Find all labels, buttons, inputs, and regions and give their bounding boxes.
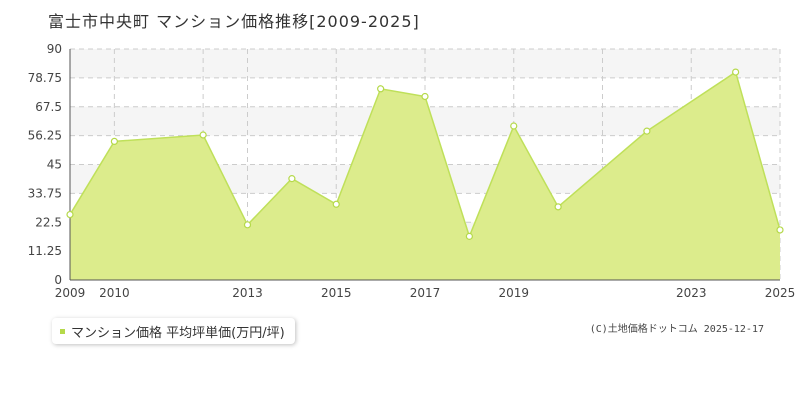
chart-title: 富士市中央町 マンション価格推移[2009-2025]: [48, 12, 420, 31]
y-tick-label: 45: [47, 158, 62, 172]
x-tick-label: 2019: [498, 286, 529, 300]
data-point: [643, 127, 651, 135]
y-tick-label: 56.25: [28, 129, 62, 143]
data-point: [510, 122, 518, 130]
x-tick-label: 2009: [55, 286, 86, 300]
x-tick-label: 2015: [321, 286, 352, 300]
y-tick-label: 0: [54, 273, 62, 287]
data-point: [421, 92, 429, 101]
x-tick-label: 2023: [676, 286, 707, 300]
x-tick-label: 2017: [410, 286, 441, 300]
series-area: [70, 72, 780, 280]
x-tick-label: 2010: [99, 286, 130, 300]
data-point: [199, 131, 207, 139]
y-tick-label: 67.5: [35, 100, 62, 114]
data-point: [288, 175, 296, 183]
chart-plot: 0 11.25 22.5 33.75 45 56.25 67.5 78.75 90 2009 201…: [28, 42, 796, 300]
data-point: [776, 226, 784, 234]
y-tick-label: 22.5: [35, 215, 62, 229]
data-point: [554, 203, 562, 211]
credit-text: (C)土地価格ドットコム 2025-12-17: [589, 324, 764, 335]
data-point: [110, 137, 118, 145]
data-point: [465, 232, 473, 240]
y-tick-label: 90: [47, 42, 62, 56]
legend-swatch: [60, 328, 65, 334]
data-point: [732, 68, 740, 76]
data-point: [332, 200, 340, 208]
chart-legend: マンション価格 平均坪単価(万円/坪): [52, 318, 295, 344]
x-tick-label: 2013: [232, 286, 263, 300]
data-point: [66, 210, 74, 219]
x-tick-label: 2025: [765, 286, 796, 300]
y-tick-label: 33.75: [28, 186, 62, 200]
data-point: [243, 221, 252, 229]
legend-label: マンション価格 平均坪単価(万円/坪): [71, 325, 285, 341]
y-tick-label: 78.75: [28, 71, 62, 85]
series-line: [69, 70, 781, 239]
data-point: [377, 85, 385, 93]
y-tick-label: 11.25: [28, 244, 62, 258]
